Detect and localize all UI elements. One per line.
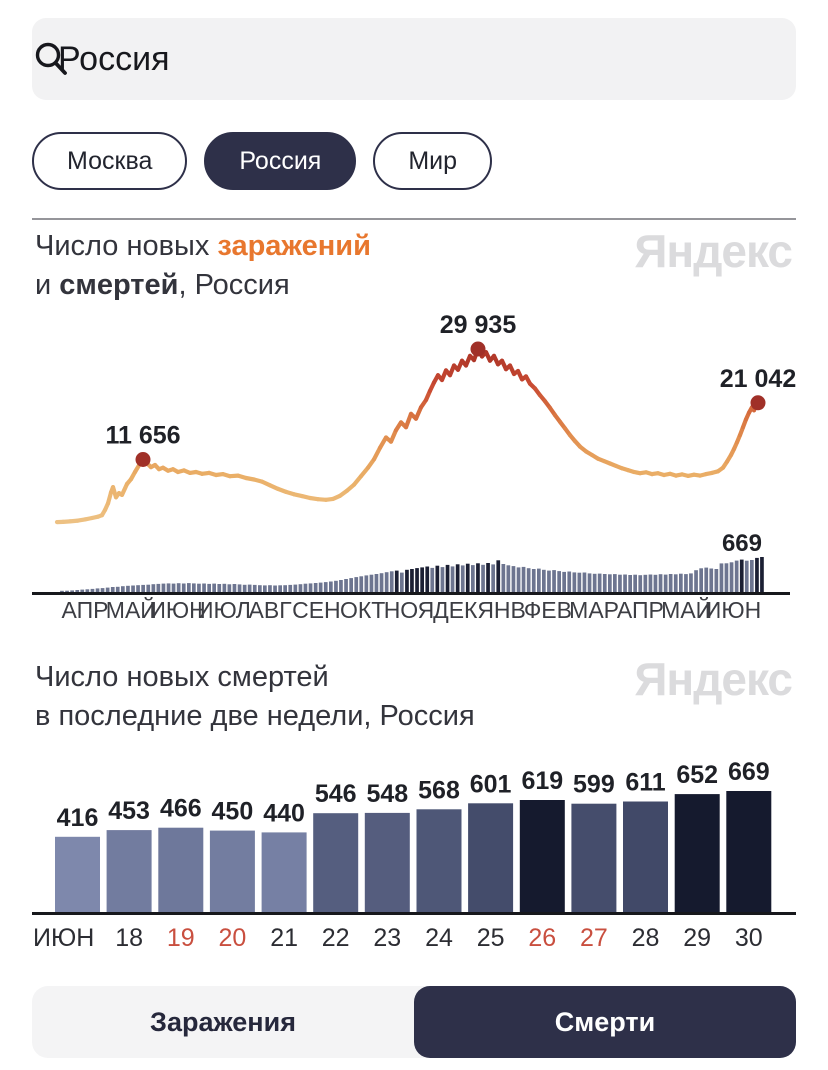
chart1-title-infections: заражений <box>217 230 371 262</box>
deaths-tab[interactable]: Смерти <box>414 986 796 1058</box>
chart1-title-prefix: Число новых <box>35 230 218 262</box>
svg-text:21: 21 <box>270 924 298 952</box>
svg-text:МАЙ: МАЙ <box>661 596 712 623</box>
search-input[interactable]: Россия <box>32 18 796 100</box>
bar <box>364 812 410 912</box>
bar <box>519 800 565 912</box>
svg-text:669: 669 <box>728 760 770 786</box>
svg-text:450: 450 <box>212 798 254 826</box>
region-chips: Москва Россия Мир <box>32 132 493 190</box>
bar <box>623 801 668 912</box>
svg-text:ОКТ: ОКТ <box>340 597 385 623</box>
bar <box>571 803 617 912</box>
bar <box>416 809 462 912</box>
svg-text:25: 25 <box>477 924 505 952</box>
svg-text:НОЯ: НОЯ <box>384 597 435 623</box>
peak-dot <box>135 452 151 467</box>
svg-text:27: 27 <box>580 924 608 952</box>
peak-value-label: 29 935 <box>440 311 517 339</box>
svg-text:453: 453 <box>108 797 150 825</box>
search-icon[interactable] <box>32 40 70 78</box>
peak-markers: 11 656 29 935 21 042 <box>105 311 796 467</box>
svg-text:МАР: МАР <box>569 597 619 623</box>
svg-text:652: 652 <box>676 761 718 789</box>
deaths-mini-bars <box>60 557 764 592</box>
svg-text:599: 599 <box>573 771 615 799</box>
bar <box>468 803 514 912</box>
svg-text:28: 28 <box>632 924 660 952</box>
yandex-watermark: Яндекс <box>634 653 793 705</box>
peak-value-label: 21 042 <box>720 365 796 393</box>
svg-text:601: 601 <box>470 770 512 798</box>
svg-text:30: 30 <box>735 924 763 952</box>
chart2-title-line1: Число новых смертей <box>35 661 329 693</box>
chip-world[interactable]: Мир <box>373 132 493 190</box>
chart2-title-line2: в последние две недели, Россия <box>35 700 475 732</box>
svg-text:26: 26 <box>528 924 556 952</box>
svg-text:466: 466 <box>160 795 202 823</box>
bar <box>106 830 152 912</box>
peak-dot <box>750 395 766 411</box>
svg-text:АПР: АПР <box>617 597 664 623</box>
chip-russia[interactable]: Россия <box>204 132 357 190</box>
infections-line <box>54 346 761 525</box>
chart1-axis-line <box>32 592 790 595</box>
divider <box>32 218 796 220</box>
svg-text:24: 24 <box>425 924 453 952</box>
deaths-bars <box>55 791 772 912</box>
svg-text:МАЙ: МАЙ <box>106 596 157 623</box>
chart1-title-deaths: смертей <box>59 269 179 301</box>
recent-deaths-bar-chart: 416 453 466 450 440 546 548 568 601 619 599 611 652 6… <box>32 760 796 952</box>
peak-dot <box>470 341 486 357</box>
svg-text:548: 548 <box>366 780 408 808</box>
infections-tab[interactable]: Заражения <box>150 1006 296 1037</box>
svg-text:ИЮН: ИЮН <box>149 597 205 623</box>
svg-text:546: 546 <box>315 780 357 808</box>
chart1-title-suffix: , Россия <box>178 269 290 301</box>
bar <box>313 813 359 912</box>
svg-text:ФЕВ: ФЕВ <box>524 597 572 623</box>
bar <box>55 836 100 912</box>
chart1-title: Число новых заражений и смертей, Россия <box>35 227 371 305</box>
svg-text:22: 22 <box>322 924 350 952</box>
svg-text:23: 23 <box>373 924 401 952</box>
svg-text:СЕН: СЕН <box>292 597 341 623</box>
metric-toggle: Заражения Смерти <box>32 986 796 1058</box>
svg-text:АВГ: АВГ <box>249 597 293 623</box>
svg-text:611: 611 <box>625 769 665 797</box>
chip-moscow[interactable]: Москва <box>32 132 188 190</box>
svg-text:ДЕК: ДЕК <box>433 597 478 623</box>
svg-text:18: 18 <box>115 924 143 952</box>
search-value: Россия <box>58 39 170 78</box>
bar <box>158 827 204 912</box>
svg-text:568: 568 <box>418 776 460 804</box>
yandex-watermark: Яндекс <box>634 225 793 277</box>
chart2-title: Число новых смертей в последние две неде… <box>35 658 475 736</box>
svg-text:ИЮН: ИЮН <box>705 597 761 623</box>
bar <box>674 794 720 912</box>
svg-text:29: 29 <box>683 924 711 952</box>
svg-text:440: 440 <box>263 799 305 827</box>
svg-text:АПР: АПР <box>62 597 109 623</box>
svg-text:ИЮН: ИЮН <box>33 924 94 952</box>
svg-text:416: 416 <box>57 804 99 832</box>
peak-value-label: 11 656 <box>105 422 180 450</box>
svg-text:19: 19 <box>167 924 195 952</box>
svg-text:ЯНВ: ЯНВ <box>477 597 526 623</box>
day-axis-labels: ИЮН 18 19 20 21 22 23 24 25 26 27 28 29 30 <box>33 924 763 952</box>
chart2-axis-line <box>32 912 796 915</box>
bar <box>209 830 255 912</box>
mini-peak-label: 669 <box>722 530 762 557</box>
svg-text:20: 20 <box>218 924 246 952</box>
bar <box>261 832 307 912</box>
svg-text:ИЮЛ: ИЮЛ <box>197 597 251 623</box>
svg-text:619: 619 <box>521 767 563 795</box>
bar-value-labels: 416 453 466 450 440 546 548 568 601 619 599 611 652 6… <box>57 760 770 832</box>
chart1-title-line2-prefix: и <box>35 269 60 301</box>
bar <box>726 791 772 912</box>
